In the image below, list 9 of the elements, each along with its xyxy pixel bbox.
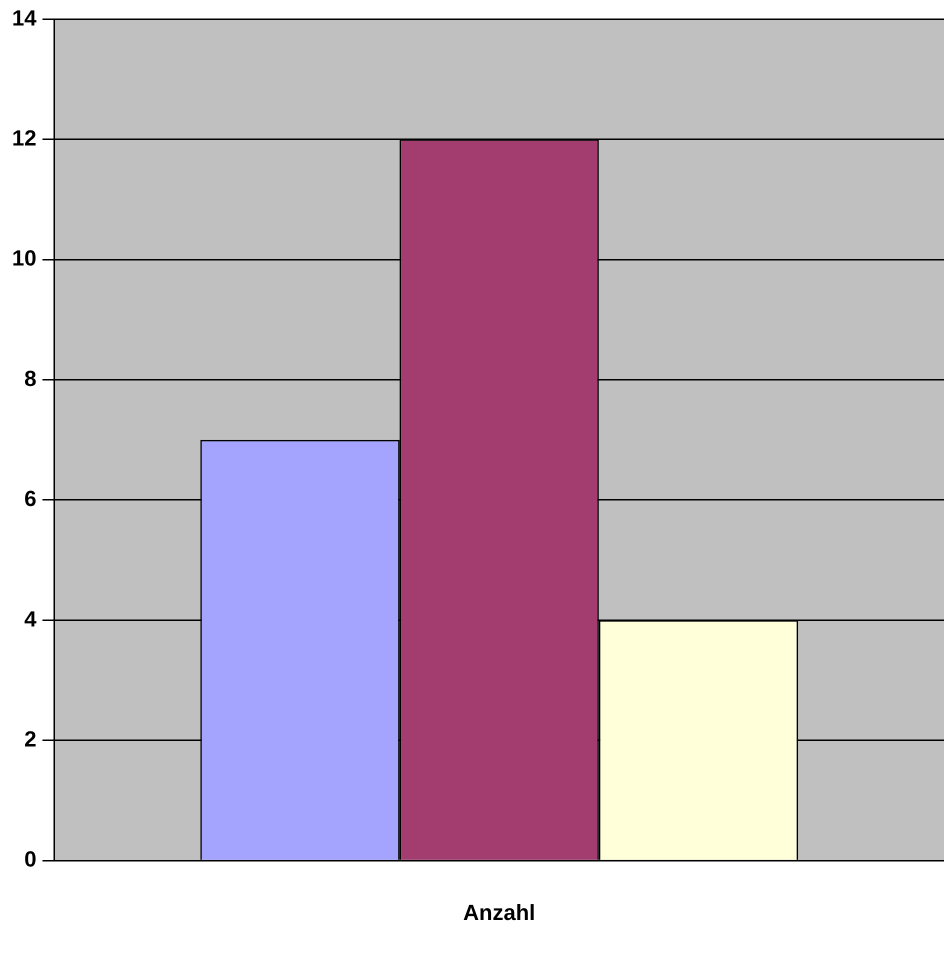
y-tick-label: 8 (24, 366, 36, 391)
y-tick-label: 10 (12, 246, 36, 271)
y-tick-label: 6 (24, 486, 36, 512)
y-tick-label: 14 (12, 5, 38, 30)
y-tick-label: 12 (12, 125, 36, 150)
y-tick-label: 4 (24, 606, 38, 632)
y-tick-label: 2 (24, 726, 36, 752)
y-tick-label: 0 (24, 846, 36, 872)
x-tick-label: Anzahl (463, 900, 536, 925)
